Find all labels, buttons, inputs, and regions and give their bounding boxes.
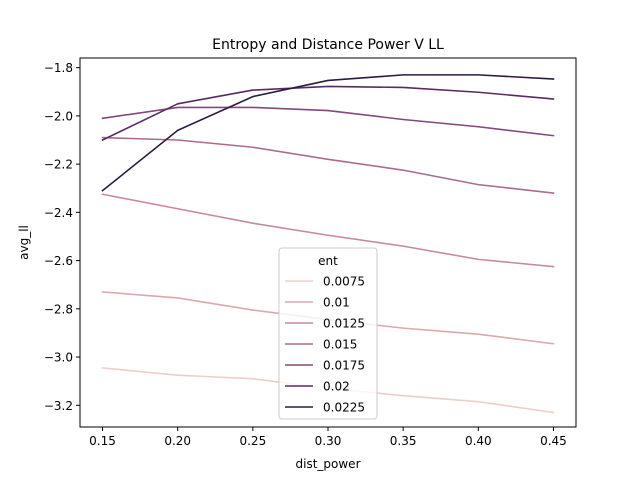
- series-line-0.0175: [101, 106, 555, 137]
- x-tick-label: 0.15: [89, 434, 116, 448]
- legend: ent 0.0075 0.01 0.0125 0.015 0.0175 0.02 0.022…: [278, 247, 378, 420]
- y-tick-label: −3.0: [44, 351, 73, 365]
- legend-label: 0.01: [323, 296, 350, 310]
- x-tick-label: 0.40: [465, 434, 492, 448]
- y-tick-label: −2.2: [44, 158, 73, 172]
- y-tick-label: −2.6: [44, 254, 73, 268]
- series-line-0.02: [101, 85, 555, 142]
- y-tick-label: −2.0: [44, 109, 73, 123]
- legend-items: 0.0075 0.01 0.0125 0.015 0.0175 0.02 0.0225: [285, 275, 365, 415]
- y-axis-label: avg_ll: [17, 225, 31, 260]
- x-tick-label: 0.20: [164, 434, 191, 448]
- legend-label: 0.015: [323, 338, 357, 352]
- y-tick-label: −2.4: [44, 206, 73, 220]
- series-line-0.0225: [101, 74, 555, 192]
- legend-box: [278, 247, 378, 420]
- legend-title: ent: [318, 254, 338, 268]
- series-line-0.015: [101, 136, 555, 194]
- x-axis: 0.15 0.20 0.25 0.30 0.35 0.40 0.45: [89, 427, 567, 448]
- legend-label: 0.0175: [323, 359, 365, 373]
- chart-title: Entropy and Distance Power V LL: [212, 37, 444, 53]
- x-tick-label: 0.35: [390, 434, 417, 448]
- y-axis: −3.2 −3.0 −2.8 −2.6 −2.4 −2.2 −2.0 −1.8: [44, 61, 80, 413]
- series-line-0.0125: [101, 193, 555, 268]
- y-tick-label: −3.2: [44, 399, 73, 413]
- plot-area: [79, 57, 577, 428]
- y-tick-label: −1.8: [44, 61, 73, 75]
- legend-label: 0.02: [323, 380, 350, 394]
- legend-label: 0.0225: [323, 401, 365, 415]
- x-tick-label: 0.25: [239, 434, 266, 448]
- series-lines: [101, 74, 555, 414]
- legend-label: 0.0075: [323, 275, 365, 289]
- y-tick-label: −2.8: [44, 302, 73, 316]
- x-tick-label: 0.30: [315, 434, 342, 448]
- legend-label: 0.0125: [323, 317, 365, 331]
- x-axis-label: dist_power: [296, 457, 361, 471]
- x-tick-label: 0.45: [540, 434, 567, 448]
